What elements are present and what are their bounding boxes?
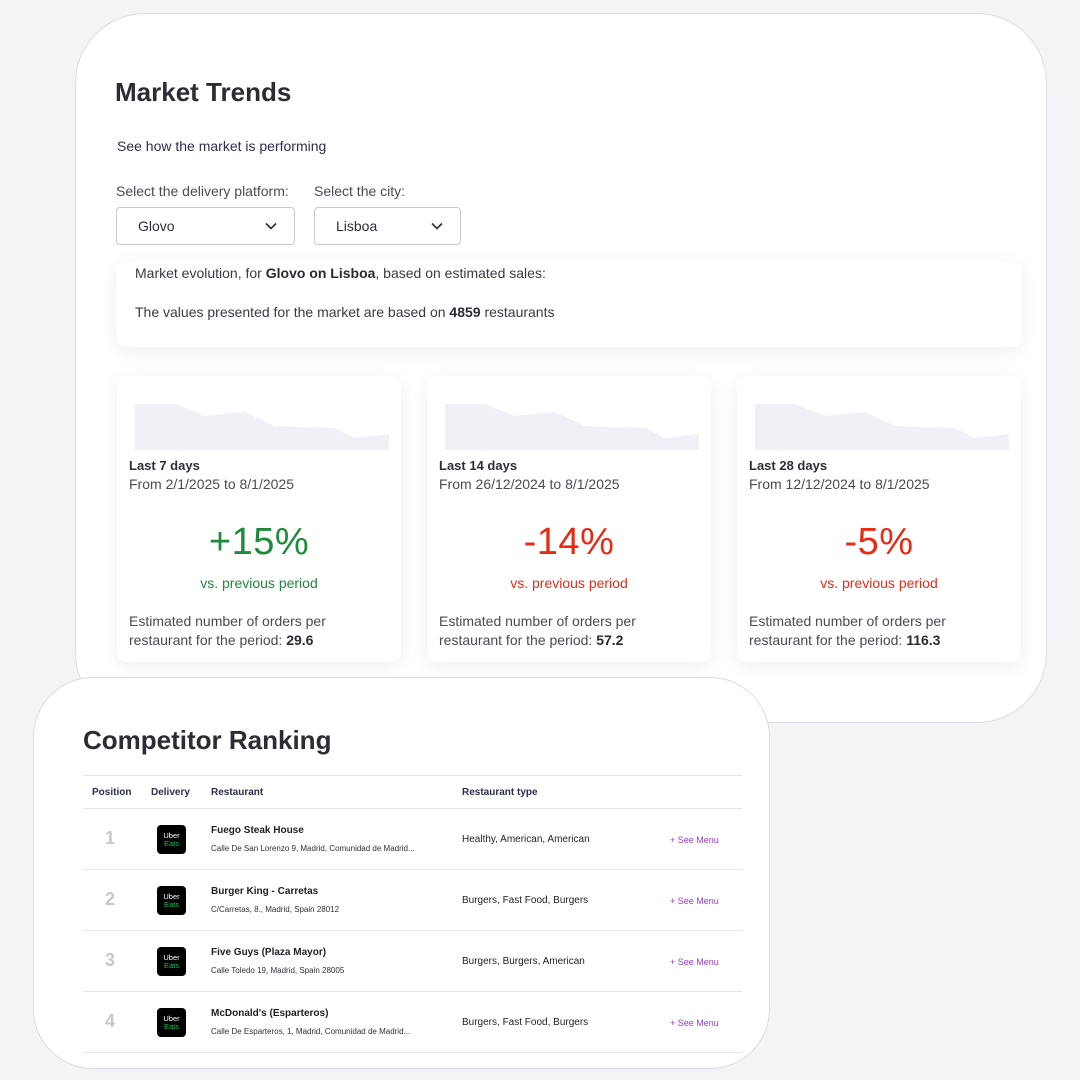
logo-line-1: Uber	[163, 952, 180, 962]
competitor-ranking-title: Competitor Ranking	[83, 725, 332, 755]
market-trends-subtitle: See how the market is performing	[117, 138, 327, 154]
period-change: -14%	[523, 521, 615, 563]
city-select[interactable]: Lisboa	[314, 207, 461, 245]
see-menu-link[interactable]: + See Menu	[670, 896, 719, 906]
market-trends-card: Market Trends See how the market is perf…	[75, 13, 1047, 723]
evolution-platform-city: Glovo on Lisboa	[265, 265, 376, 281]
period-range: From 2/1/2025 to 8/1/2025	[129, 476, 294, 492]
restaurant-type: Burgers, Burgers, American	[462, 956, 585, 967]
see-menu-link[interactable]: + See Menu	[670, 957, 719, 967]
orders-value: 116.3	[906, 632, 941, 648]
restaurant-name: Five Guys (Plaza Mayor)	[211, 947, 327, 958]
period-card-28-days: Last 28 days From 12/12/2024 to 8/1/2025…	[737, 376, 1021, 662]
row-position: 4	[105, 1011, 116, 1031]
uber-eats-logo: Uber Eats	[157, 886, 186, 915]
ranking-table: Position Delivery Restaurant Restaurant …	[83, 775, 742, 1053]
logo-line-2: Eats	[163, 1021, 179, 1031]
platform-label: Select the delivery platform:	[116, 183, 289, 199]
period-range: From 12/12/2024 to 8/1/2025	[749, 476, 930, 492]
period-vs-label: vs. previous period	[820, 575, 938, 591]
period-vs-label: vs. previous period	[200, 575, 318, 591]
logo-line-1: Uber	[163, 891, 180, 901]
period-range: From 26/12/2024 to 8/1/2025	[439, 476, 620, 492]
orders-value: 57.2	[596, 632, 624, 648]
restaurant-type: Burgers, Fast Food, Burgers	[462, 895, 589, 906]
restaurant-type: Burgers, Fast Food, Burgers	[462, 1017, 589, 1028]
table-header: Position Delivery Restaurant Restaurant …	[83, 775, 742, 809]
logo-line-2: Eats	[163, 960, 179, 970]
values-suffix: restaurants	[480, 304, 555, 320]
header-position: Position	[92, 787, 132, 798]
period-vs-label: vs. previous period	[510, 575, 628, 591]
table-row: 1 Uber Eats Fuego Steak House Calle De Sa…	[83, 809, 742, 870]
table-row: 4 Uber Eats McDonald's (Esparteros) Calle…	[83, 992, 742, 1053]
row-position: 3	[105, 950, 116, 970]
table-row: 3 Uber Eats Five Guys (Plaza Mayor) Calle…	[83, 931, 742, 992]
sparkline	[135, 404, 389, 450]
header-delivery: Delivery	[151, 787, 190, 798]
restaurant-name: McDonald's (Esparteros)	[211, 1008, 329, 1019]
restaurant-name: Burger King - Carretas	[211, 886, 319, 897]
row-position: 1	[105, 828, 116, 848]
sparkline	[445, 404, 699, 450]
restaurant-type: Healthy, American, American	[462, 834, 590, 845]
table-row: 2 Uber Eats Burger King - Carretas C/Carr…	[83, 870, 742, 931]
platform-select-value: Glovo	[138, 218, 175, 234]
sparkline	[755, 404, 1009, 450]
market-evolution-text: Market evolution, for Glovo on Lisboa, b…	[135, 265, 546, 281]
evolution-suffix: , based on estimated sales:	[375, 265, 546, 281]
evolution-prefix: Market evolution, for	[135, 265, 266, 281]
values-prefix: The values presented for the market are …	[135, 304, 450, 320]
period-label: Last 28 days	[749, 458, 828, 473]
market-info-box: Market evolution, for Glovo on Lisboa, b…	[116, 261, 1022, 347]
period-orders: Estimated number of orders per restauran…	[749, 612, 1009, 650]
header-restaurant: Restaurant	[211, 787, 264, 798]
chevron-down-icon	[431, 222, 443, 230]
see-menu-link[interactable]: + See Menu	[670, 1018, 719, 1028]
uber-eats-logo: Uber Eats	[157, 1008, 186, 1037]
period-orders: Estimated number of orders per restauran…	[439, 612, 699, 650]
period-label: Last 7 days	[129, 458, 200, 473]
see-menu-link[interactable]: + See Menu	[670, 835, 719, 845]
row-position: 2	[105, 889, 116, 909]
city-select-value: Lisboa	[336, 218, 378, 234]
period-change: +15%	[208, 521, 310, 563]
logo-line-2: Eats	[163, 899, 179, 909]
period-orders: Estimated number of orders per restauran…	[129, 612, 389, 650]
restaurant-address: Calle De Esparteros, 1, Madrid, Comunida…	[211, 1027, 411, 1036]
platform-select[interactable]: Glovo	[116, 207, 295, 245]
period-card-14-days: Last 14 days From 26/12/2024 to 8/1/2025…	[427, 376, 711, 662]
uber-eats-logo: Uber Eats	[157, 947, 186, 976]
uber-eats-logo: Uber Eats	[157, 825, 186, 854]
logo-line-1: Uber	[163, 830, 180, 840]
logo-line-2: Eats	[163, 838, 179, 848]
logo-line-1: Uber	[163, 1013, 180, 1023]
orders-text: Estimated number of orders per restauran…	[129, 613, 326, 648]
header-restaurant-type: Restaurant type	[462, 787, 538, 798]
restaurant-name: Fuego Steak House	[211, 825, 304, 836]
market-trends-title: Market Trends	[115, 77, 292, 107]
restaurant-address: Calle Toledo 19, Madrid, Spain 28005	[211, 966, 345, 975]
city-label: Select the city:	[314, 183, 406, 199]
period-card-7-days: Last 7 days From 2/1/2025 to 8/1/2025 +1…	[117, 376, 401, 662]
orders-text: Estimated number of orders per restauran…	[749, 613, 946, 648]
orders-value: 29.6	[286, 632, 314, 648]
competitor-ranking-card: Competitor Ranking Position Delivery Res…	[33, 677, 770, 1069]
chevron-down-icon	[265, 222, 277, 230]
period-change: -5%	[844, 521, 914, 563]
restaurant-address: C/Carretas, 8., Madrid, Spain 28012	[211, 905, 340, 914]
period-label: Last 14 days	[439, 458, 518, 473]
restaurant-base-text: The values presented for the market are …	[135, 304, 555, 320]
restaurant-address: Calle De San Lorenzo 9, Madrid, Comunida…	[211, 844, 415, 853]
restaurant-count: 4859	[449, 304, 481, 320]
orders-text: Estimated number of orders per restauran…	[439, 613, 636, 648]
